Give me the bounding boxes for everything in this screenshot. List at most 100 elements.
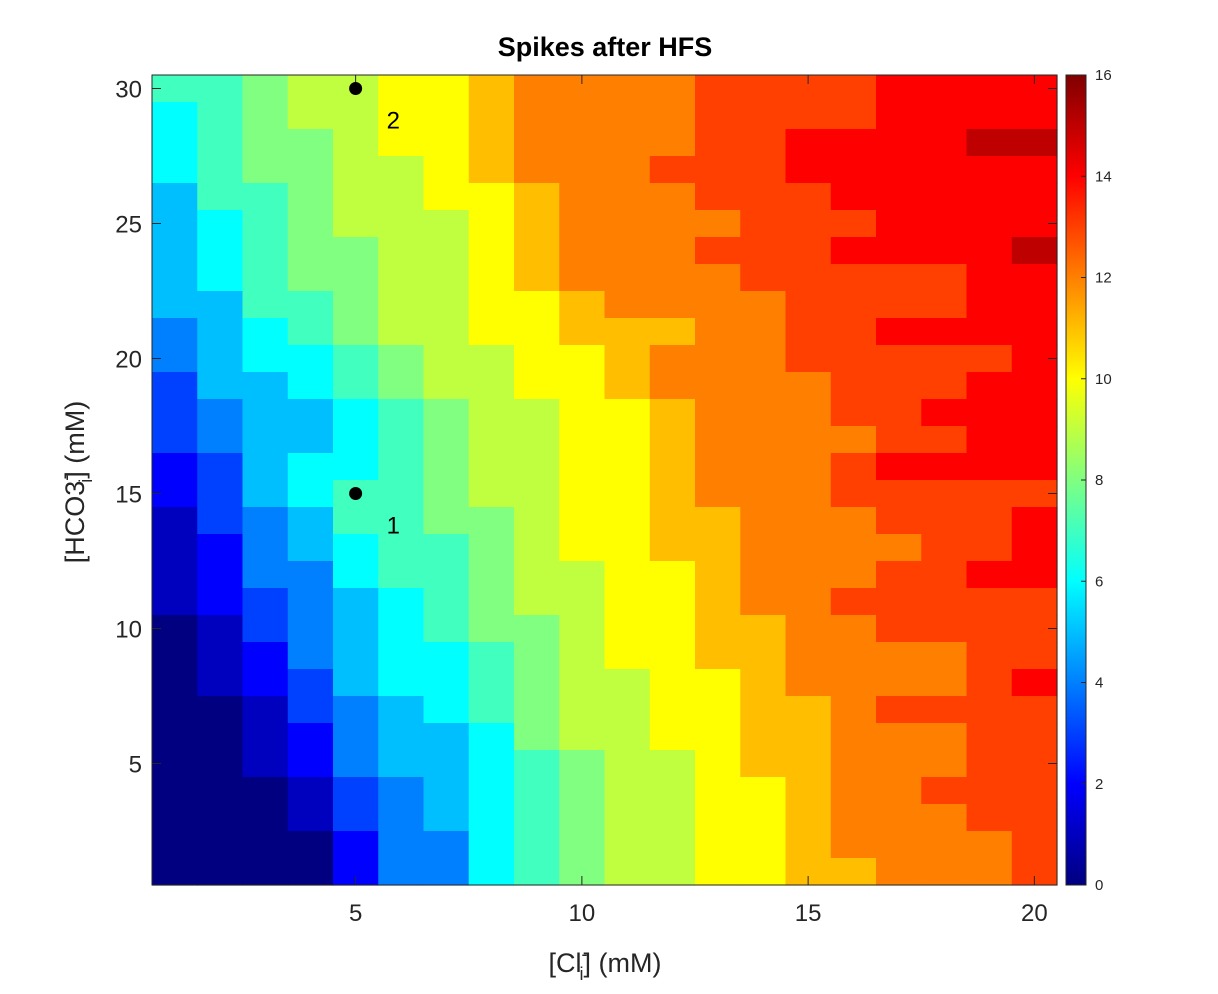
heatmap-cell <box>333 237 379 265</box>
heatmap-cell <box>604 777 651 805</box>
heatmap-cell <box>152 723 198 751</box>
heatmap-cell <box>876 804 922 832</box>
heatmap-cell <box>830 426 877 454</box>
heatmap-cell <box>152 129 198 157</box>
heatmap-cell <box>287 453 334 481</box>
heatmap-cell <box>242 399 289 427</box>
heatmap-cell <box>785 642 832 670</box>
heatmap-cell <box>604 669 651 697</box>
heatmap-cell <box>559 210 606 238</box>
heatmap-cell <box>740 75 787 103</box>
heatmap-cell <box>287 480 334 508</box>
heatmap-cell <box>695 291 741 319</box>
heatmap-cell <box>604 615 651 643</box>
y-tick-label: 30 <box>115 77 142 104</box>
heatmap-cell <box>604 426 651 454</box>
heatmap-cell <box>830 750 877 778</box>
heatmap-cell <box>966 102 1013 130</box>
heatmap-cell <box>649 210 696 238</box>
heatmap-cell <box>468 642 515 670</box>
heatmap-cell <box>830 183 877 211</box>
heatmap-cell <box>966 264 1013 292</box>
heatmap-cell <box>649 345 696 373</box>
heatmap-cell <box>378 642 425 670</box>
x-label-sup: - <box>582 944 588 964</box>
heatmap-cell <box>333 561 379 589</box>
heatmap-cell <box>740 561 787 589</box>
heatmap-cell <box>242 669 289 697</box>
heatmap-cell <box>695 264 741 292</box>
colorbar-tick-label: 16 <box>1095 67 1112 84</box>
heatmap-cell <box>966 345 1013 373</box>
heatmap-cell <box>695 210 741 238</box>
y-label-close: ] (mM) <box>60 401 90 479</box>
heatmap-cell <box>966 669 1013 697</box>
heatmap-cell <box>152 318 198 346</box>
heatmap-cell <box>423 264 470 292</box>
heatmap-cell <box>649 102 696 130</box>
heatmap-cell <box>921 696 968 724</box>
heatmap-cell <box>921 102 968 130</box>
heatmap-cell <box>604 237 651 265</box>
heatmap-cell <box>830 831 877 859</box>
heatmap-cell <box>468 156 515 184</box>
heatmap-cell <box>559 102 606 130</box>
heatmap-cell <box>287 318 334 346</box>
heatmap-cell <box>740 750 787 778</box>
heatmap-cell <box>1011 102 1058 130</box>
heatmap-cell <box>152 426 198 454</box>
colorbar-tick-label: 14 <box>1095 168 1112 185</box>
heatmap-cell <box>197 318 244 346</box>
heatmap-cell <box>921 750 968 778</box>
heatmap-cell <box>695 588 741 616</box>
heatmap-cell <box>468 507 515 535</box>
heatmap-cell <box>287 750 334 778</box>
heatmap-cell <box>921 831 968 859</box>
heatmap-cell <box>966 642 1013 670</box>
heatmap-cell <box>1011 804 1058 832</box>
heatmap-cell <box>468 264 515 292</box>
heatmap-cell <box>333 588 379 616</box>
annotation-marker <box>349 82 363 95</box>
heatmap-cell <box>649 453 696 481</box>
heatmap-cell <box>966 372 1013 400</box>
heatmap-cell <box>197 561 244 589</box>
y-tick-label: 15 <box>115 482 142 509</box>
heatmap-cell <box>830 480 877 508</box>
heatmap-cell <box>287 264 334 292</box>
heatmap-cell <box>740 831 787 859</box>
heatmap-cell <box>921 480 968 508</box>
heatmap-cell <box>152 507 198 535</box>
heatmap-cell <box>287 372 334 400</box>
heatmap-cell <box>604 750 651 778</box>
heatmap-cell <box>785 264 832 292</box>
heatmap-cell <box>921 561 968 589</box>
heatmap-cell <box>740 696 787 724</box>
heatmap-cell <box>559 264 606 292</box>
heatmap-cell <box>649 804 696 832</box>
heatmap-cell <box>559 696 606 724</box>
heatmap-cell <box>695 831 741 859</box>
heatmap-cell <box>242 777 289 805</box>
heatmap-cell <box>695 858 741 886</box>
heatmap-cell <box>152 156 198 184</box>
heatmap-cell <box>242 345 289 373</box>
heatmap-cell <box>152 102 198 130</box>
heatmap-cell <box>966 831 1013 859</box>
heatmap-cell <box>514 831 560 859</box>
heatmap-cell <box>649 183 696 211</box>
heatmap-cell <box>1011 534 1058 562</box>
heatmap-cell <box>649 507 696 535</box>
heatmap-cell <box>740 372 787 400</box>
heatmap-cell <box>468 615 515 643</box>
y-label-sub: i <box>76 479 96 483</box>
heatmap-cell <box>785 804 832 832</box>
heatmap-cell <box>695 669 741 697</box>
heatmap-cell <box>830 804 877 832</box>
heatmap-cell <box>197 777 244 805</box>
heatmap-cell <box>1011 183 1058 211</box>
heatmap-cell <box>287 507 334 535</box>
heatmap-cell <box>378 561 425 589</box>
heatmap-cell <box>740 858 787 886</box>
heatmap-cell <box>1011 318 1058 346</box>
